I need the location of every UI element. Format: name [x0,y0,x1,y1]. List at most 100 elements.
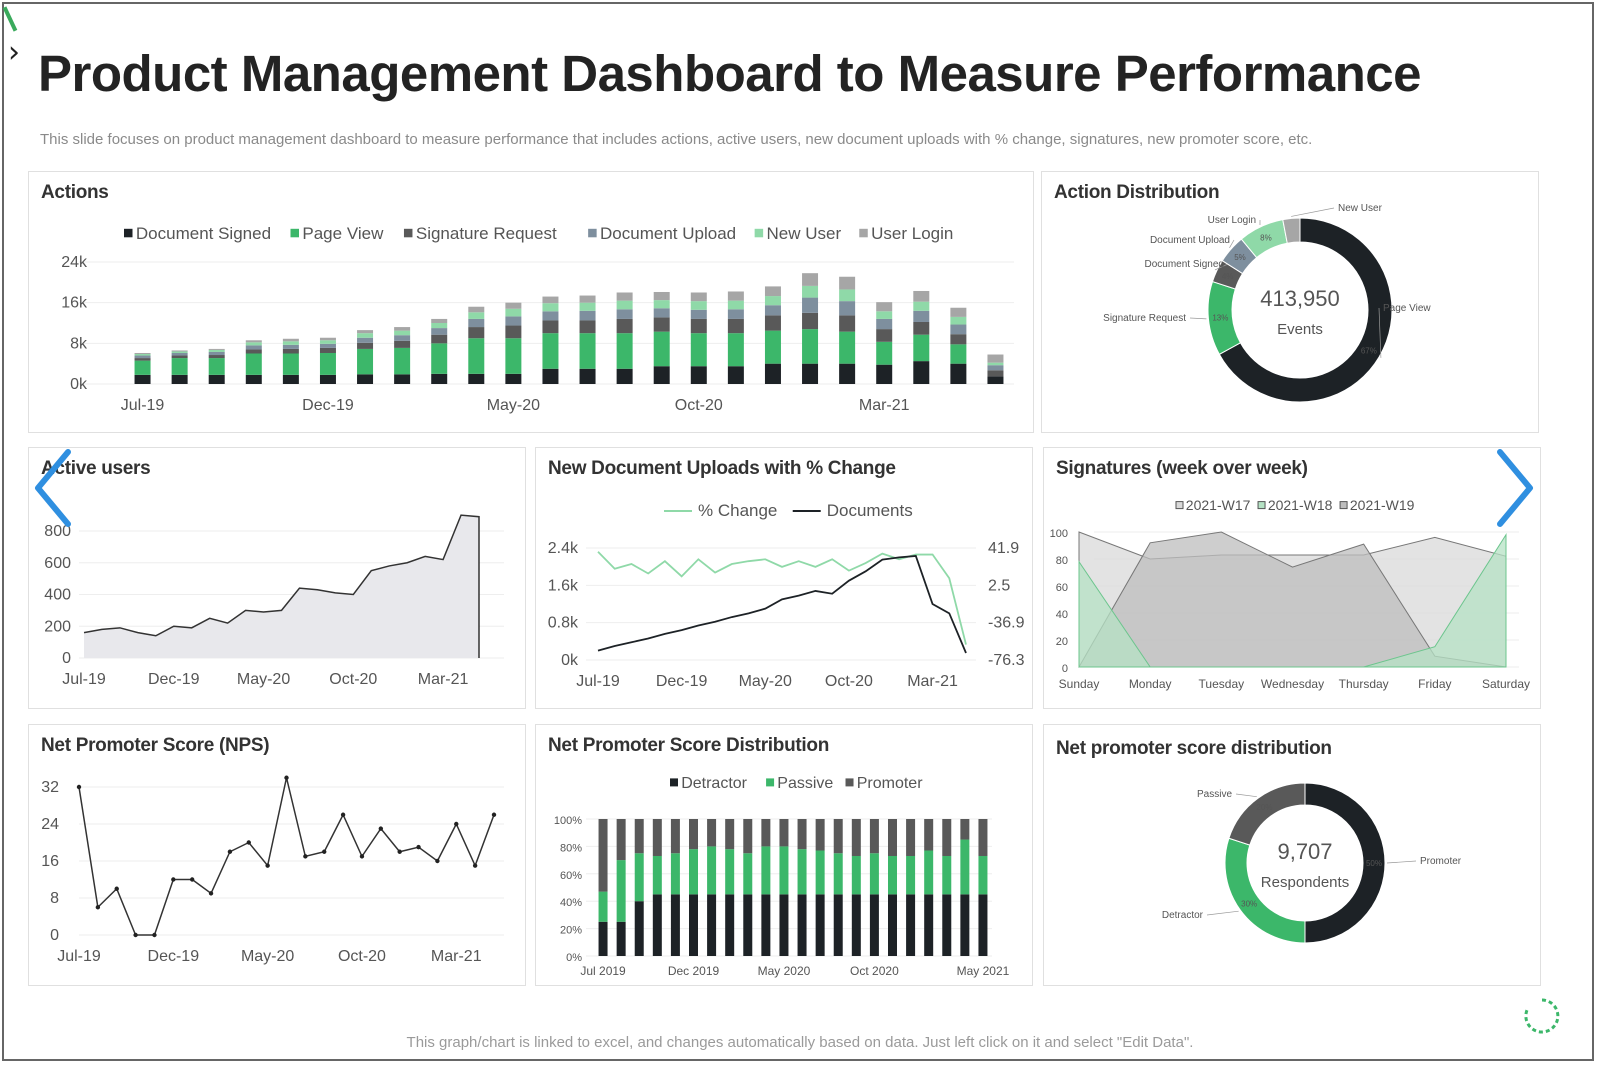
actions-bar-segment [653,331,670,367]
signatures-panel: Signatures (week over week) 0 20 40 60 80 100… [1043,447,1541,709]
actions-bar-segment [913,310,930,322]
nps-distribution-bar-segment [906,855,916,895]
actions-legend-swatch [754,228,764,238]
actions-bar-segment [134,355,151,359]
nps-distribution-bar-segment [616,819,626,861]
actions-bar-segment [950,334,967,345]
actions-bar-segment [542,311,559,321]
actions-bar-segment [134,360,151,375]
signatures-y-tick-label: 80 [1056,555,1068,567]
actions-bar-segment [394,327,411,331]
nps-distribution-bar-segment [598,819,608,892]
chevron-right-icon[interactable] [1494,448,1538,528]
nps-point [114,886,119,891]
nps-distribution-bar-segment [707,846,717,895]
actions-bar-segment [208,374,225,384]
nps-line [78,777,495,936]
chevron-left-icon[interactable] [30,448,74,528]
uploads-y-right-tick-label: 2.5 [988,577,1010,594]
actions-bar-segment [653,291,670,301]
actions-bar-segment [913,334,930,362]
nps-distribution-chart[interactable]: 0% 20% 40% 60% 80% 100% Jul 2019 Dec 2019 May 20… [536,725,1034,987]
uploads-y-left-tick-label: 2.4k [548,540,579,557]
nps-distribution-x-tick-label: Dec 2019 [668,964,720,978]
actions-bar-segment [357,374,374,384]
nps-distribution-bar-segment [725,849,735,895]
signatures-y-tick-label: 40 [1056,609,1068,621]
uploads-chart[interactable]: 0k 0.8k 1.6k 2.4k -76.3 -36.9 2.5 41.9 Jul-19 Dec… [536,448,1034,710]
actions-bar-segment [579,310,596,321]
action-distribution-chart[interactable]: 67% Page View 13% Signature Request 4% Docume… [1042,172,1540,434]
actions-x-tick-label: Mar-21 [859,397,910,414]
actions-bar-segment [394,340,411,348]
actions-bar-segment [357,333,374,338]
actions-bar-segment [357,337,374,343]
nps-distribution-y-tick-label: 0% [566,952,582,964]
actions-bar-segment [431,334,448,344]
actions-bar-segment [245,349,262,354]
nps-point [265,863,270,868]
actions-bar-segment [913,290,930,302]
nps-distribution-bar-segment [942,855,952,895]
actions-legend-label: User Login [871,224,953,243]
actions-bar-segment [505,373,522,384]
nps-distribution-bar-segment [598,891,608,922]
actions-x-tick-label: Dec-19 [302,397,354,414]
actions-bar-segment [282,374,299,384]
action-distribution-callout-line [1189,317,1207,320]
actions-bar-segment [579,320,596,334]
nps-x-tick-label: Dec-19 [148,948,200,965]
nps-distribution-legend-label: Detractor [681,775,747,792]
uploads-x-tick-label: Jul-19 [576,673,620,690]
nps-point [322,849,327,854]
nps-donut-chart[interactable]: 50% Promoter 30% Detractor 20% Passive 9,707 Re… [1044,725,1542,987]
nps-point [133,932,138,938]
actions-legend-label: Page View [302,224,384,243]
nps-distribution-panel: Net Promoter Score Distribution 0% 20% 40%… [535,724,1033,986]
nps-chart[interactable]: 0 8 16 24 32 Jul-19 Dec-19 May-20 Oct-20 Mar-21 [29,725,527,987]
actions-bar-segment [542,320,559,334]
action-distribution-slice-label: 8% [1260,234,1272,243]
actions-y-tick-label: 8k [70,335,88,352]
actions-bar-segment [505,316,522,326]
action-distribution-callout-label: User Login [1208,215,1256,226]
page-subtitle: This slide focuses on product management… [40,131,1313,148]
signatures-x-tick-label: Saturday [1482,677,1530,691]
actions-bar-segment [468,306,485,313]
actions-chart[interactable]: 0k 8k 16k 24k Jul-19 Dec-19 May-20 Oct-20 Mar-21… [29,172,1035,434]
uploads-title: New Document Uploads with % Change [548,458,896,479]
nps-distribution-bar-segment [960,894,970,956]
action-distribution-callout-line [1229,239,1235,249]
nps-distribution-bar-segment [670,819,680,854]
nps-distribution-bar-segment [761,846,771,895]
nps-distribution-bar-segment [924,819,934,851]
nps-distribution-bar-segment [689,849,698,895]
nps-distribution-bar-segment [888,855,897,895]
actions-bar-segment [839,276,856,290]
nps-distribution-bar-segment [942,894,952,956]
nps-distribution-y-tick-label: 20% [560,925,582,937]
actions-bar-segment [950,307,967,317]
nps-donut-callout-line [1386,860,1417,864]
active-users-y-tick-label: 600 [44,555,71,572]
actions-legend-swatch [588,228,597,238]
signatures-chart[interactable]: 0 20 40 60 80 100 Sunday Monday Tuesday Wednesday… [1044,448,1542,710]
nps-distribution-bar-segment [634,901,644,956]
nps-distribution-bar-segment [815,819,825,851]
nps-point [227,849,233,854]
active-users-chart[interactable]: 0 200 400 600 800 Jul-19 Dec-19 May-20 Oct-20 Mar… [29,448,527,710]
nps-point [189,877,195,882]
actions-bar-segment [913,301,930,311]
actions-bar-segment [468,327,485,339]
nps-distribution-bar-segment [960,819,970,840]
actions-bar-segment [616,318,633,334]
signatures-legend-label: 2021-W19 [1350,497,1415,513]
signatures-y-tick-label: 100 [1050,528,1068,540]
actions-bar-segment [802,273,819,286]
nps-donut-callout-line [1235,793,1257,798]
nps-distribution-x-tick-label: May 2021 [957,964,1010,978]
actions-bar-segment [802,363,819,384]
nps-y-tick-label: 0 [50,927,59,944]
actions-bar-segment [245,345,262,350]
nps-distribution-bar-segment [888,894,897,956]
